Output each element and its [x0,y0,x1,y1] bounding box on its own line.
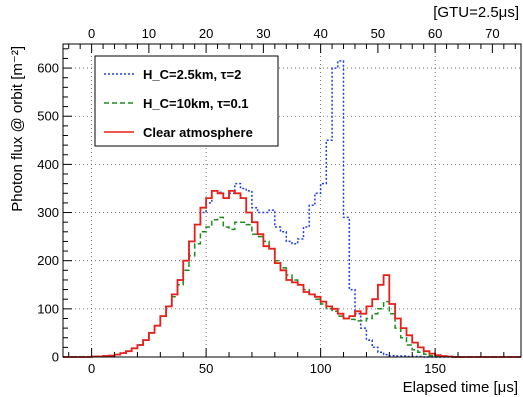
legend-label-clear: Clear atmosphere [143,125,253,140]
y-tick-label: 500 [37,109,59,124]
top-tick-label: 60 [428,26,442,41]
top-tick-label: 0 [88,26,95,41]
y-tick-label: 300 [37,205,59,220]
y-tick-label: 0 [52,350,59,365]
top-tick-label: 40 [313,26,327,41]
x-tick-label: 50 [199,361,213,376]
top-tick-label: 50 [371,26,385,41]
y-tick-label: 200 [37,253,59,268]
x-tick-label: 0 [88,361,95,376]
legend-label-hc-2-5km: H_C=2.5km, τ=2 [143,67,241,82]
x-tick-label: 150 [424,361,446,376]
series-2 [63,190,521,358]
top-axis-label: [GTU=2.5μs] [433,4,519,21]
legend-label-hc-10km: H_C=10km, τ=0.1 [143,96,249,111]
top-tick-label: 20 [199,26,213,41]
legend-box [94,55,279,147]
y-tick-label: 100 [37,301,59,316]
top-tick-label: 10 [142,26,156,41]
top-tick-label: 30 [256,26,270,41]
x-tick-label: 100 [310,361,332,376]
plot-frame [62,43,522,358]
series-line [63,190,521,358]
axis-layer: 0 50 100 150 0 100 200 300 400 500 600 0 10 20 30 40 50 6… [37,26,516,376]
y-axis-title: Photon flux @ orbit [m⁻²] [9,46,26,212]
x-axis-title: Elapsed time [μs] [403,379,518,396]
y-tick-label: 600 [37,61,59,76]
legend: H_C=2.5km, τ=2 H_C=10km, τ=0.1 Clear atm… [94,55,279,147]
series-layer [63,60,521,358]
top-tick-label: 70 [485,26,499,41]
y-tick-label: 400 [37,157,59,172]
